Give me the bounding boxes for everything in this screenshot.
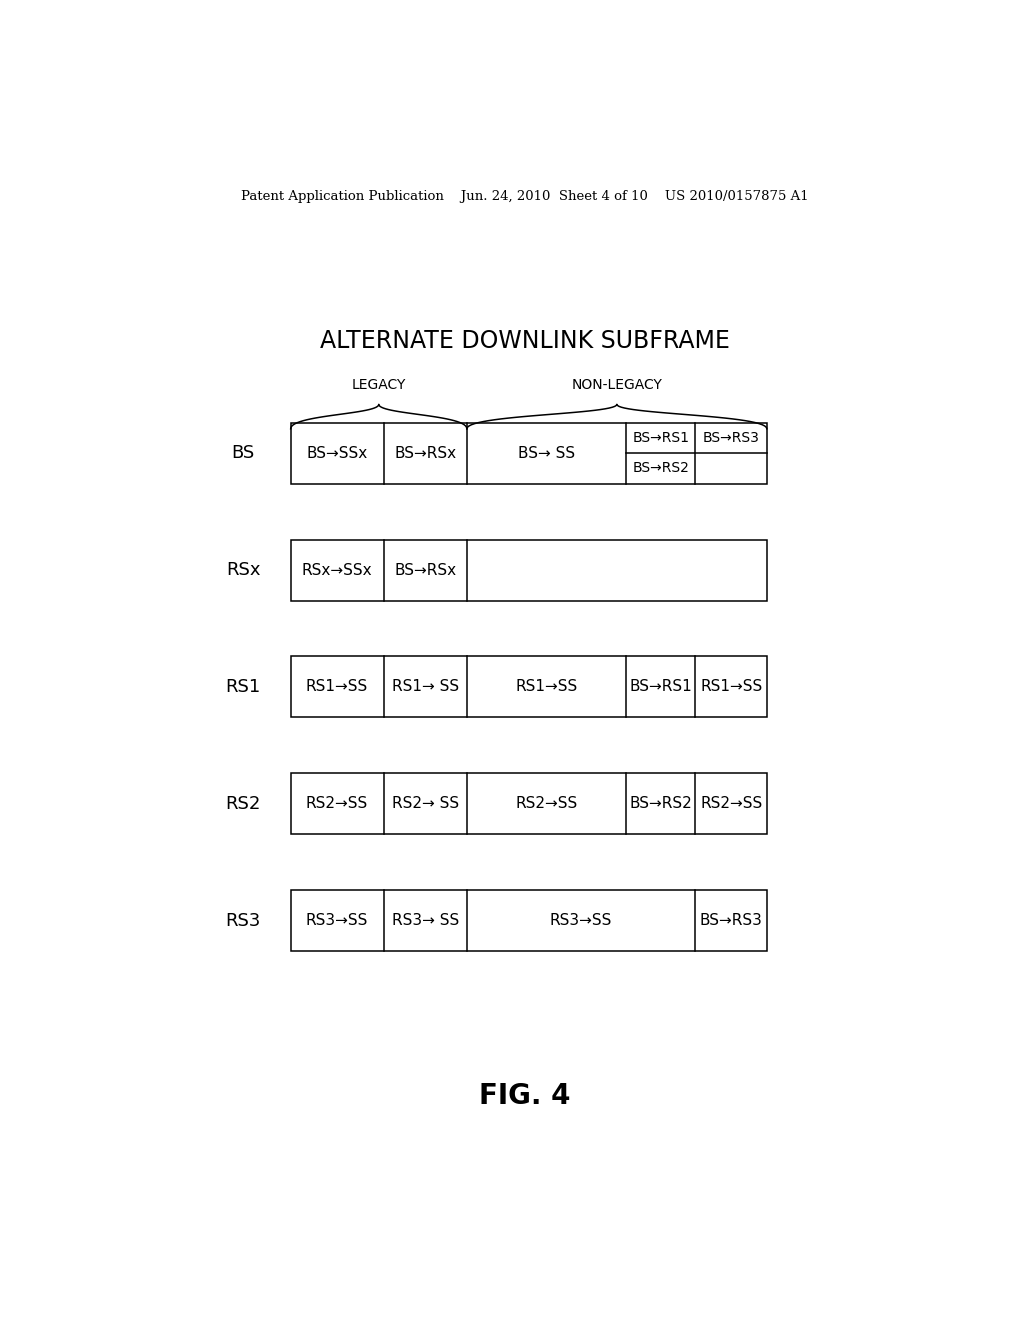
Text: Patent Application Publication    Jun. 24, 2010  Sheet 4 of 10    US 2010/015787: Patent Application Publication Jun. 24, … [241, 190, 809, 202]
Text: RS1→SS: RS1→SS [515, 680, 578, 694]
Text: RS2→SS: RS2→SS [700, 796, 762, 812]
Text: RS2→SS: RS2→SS [515, 796, 578, 812]
Bar [291, 540, 767, 601]
Text: BS→SSx: BS→SSx [306, 446, 368, 461]
Text: BS→RS1: BS→RS1 [633, 430, 689, 445]
Text: RSx→SSx: RSx→SSx [302, 562, 373, 578]
Text: RS3: RS3 [225, 912, 261, 929]
Text: RS3→SS: RS3→SS [550, 913, 612, 928]
Text: BS→RS2: BS→RS2 [633, 462, 689, 475]
Text: BS→ SS: BS→ SS [518, 446, 575, 461]
Text: BS→RSx: BS→RSx [394, 446, 457, 461]
Text: BS→RS2: BS→RS2 [630, 796, 692, 812]
Text: RS3→ SS: RS3→ SS [391, 913, 459, 928]
Text: RS2→SS: RS2→SS [306, 796, 369, 812]
Text: ALTERNATE DOWNLINK SUBFRAME: ALTERNATE DOWNLINK SUBFRAME [319, 330, 730, 354]
Bar [291, 890, 767, 952]
Text: BS→RS1: BS→RS1 [630, 680, 692, 694]
Text: RS1→ SS: RS1→ SS [391, 680, 459, 694]
Text: FIG. 4: FIG. 4 [479, 1081, 570, 1110]
Text: RS2: RS2 [225, 795, 261, 813]
Text: NON-LEGACY: NON-LEGACY [571, 378, 663, 392]
Text: LEGACY: LEGACY [351, 378, 406, 392]
Text: RS1: RS1 [225, 678, 261, 696]
Text: RS1→SS: RS1→SS [700, 680, 762, 694]
Text: RSx: RSx [226, 561, 260, 579]
Text: BS: BS [231, 444, 255, 462]
Text: RS1→SS: RS1→SS [306, 680, 369, 694]
Bar [291, 656, 767, 718]
Text: BS→RS3: BS→RS3 [702, 430, 760, 445]
Text: BS→RS3: BS→RS3 [699, 913, 763, 928]
Bar [291, 422, 767, 483]
Bar [291, 774, 767, 834]
Text: RS2→ SS: RS2→ SS [391, 796, 459, 812]
Text: BS→RSx: BS→RSx [394, 562, 457, 578]
Text: RS3→SS: RS3→SS [306, 913, 369, 928]
